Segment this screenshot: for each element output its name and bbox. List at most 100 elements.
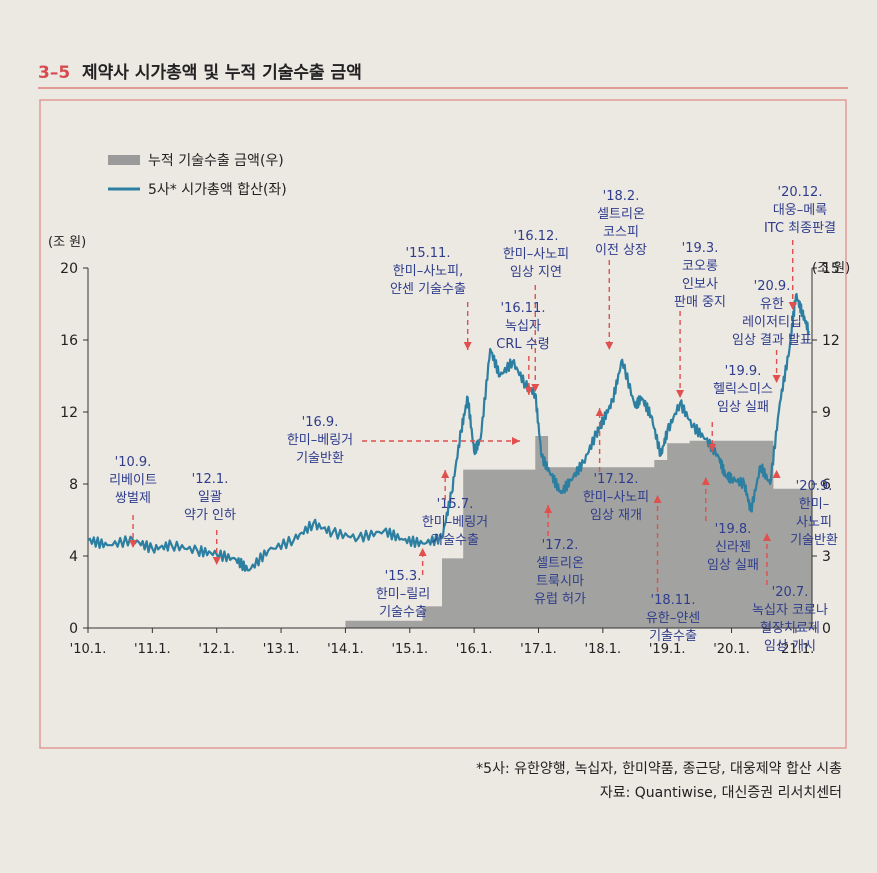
annotation-text: '10.9.: [115, 455, 152, 470]
annotation-arrowhead: [129, 540, 138, 548]
y-left-tick-label: 12: [60, 405, 78, 421]
x-tick-label: '18.1.: [585, 642, 622, 657]
annotation-text: '20.7.: [772, 585, 809, 600]
annotation-text: 대웅–메록: [773, 203, 827, 218]
annotation-text: '20.9.: [796, 479, 833, 494]
y-right-tick-label: 3: [822, 549, 831, 565]
annotation-arrowhead: [463, 342, 472, 350]
x-tick-label: '21.1.: [778, 642, 815, 657]
annotation-text: '16.11.: [501, 301, 546, 316]
export-area-series: [345, 436, 812, 628]
annotation-text: 인보사: [682, 277, 718, 292]
chart-frame: [39, 99, 847, 749]
annotation-text: 임상 개시: [764, 639, 816, 654]
annotation-text: 얀센 기술수출: [390, 282, 466, 297]
x-tick-label: '12.1.: [198, 642, 235, 657]
annotation-text: 약가 인하: [184, 508, 236, 523]
annotation-text: '16.9.: [302, 415, 339, 430]
y-right-tick-label: 12: [822, 333, 840, 349]
x-tick-label: '10.1.: [70, 642, 107, 657]
annotation-text: 한미–: [799, 497, 829, 512]
y-right-unit: (조 원): [812, 261, 850, 276]
annotation-text: '19.3.: [682, 241, 719, 256]
y-left-tick-label: 16: [60, 333, 78, 349]
annotation-text: 기술반환: [296, 451, 344, 466]
annotation-arrowhead: [524, 387, 533, 395]
annotation-text: '19.8.: [715, 522, 752, 537]
annotation-arrowhead: [605, 342, 614, 350]
annotation-text: '12.1.: [192, 472, 229, 487]
annotation-text: 유한–얀센: [646, 611, 700, 626]
annotation-text: 리베이트: [109, 473, 157, 488]
source-note: 자료: Quantiwise, 대신증권 리서치센터: [600, 785, 842, 801]
annotation-text: 한미–릴리: [376, 587, 430, 602]
annotation-text: 기술수출: [649, 629, 697, 644]
annotation-text: 한미–사노피,: [393, 264, 463, 279]
annotation-arrowhead: [708, 444, 717, 452]
annotation-text: 한미–베링거: [422, 515, 488, 530]
annotation-text: 셀트리온: [597, 207, 645, 222]
legend-swatch-exports: [108, 155, 140, 165]
annotation-text: 기술반환: [790, 533, 838, 548]
annotation-arrowhead: [676, 390, 685, 398]
annotation-text: 쌍벌제: [115, 491, 151, 506]
annotation-text: 이전 상장: [595, 243, 647, 258]
annotation-text: 기술수출: [379, 605, 427, 620]
annotation-text: 코오롱: [682, 259, 718, 274]
annotation-text: '15.11.: [406, 246, 451, 261]
annotation-arrowhead: [441, 470, 450, 478]
y-left-tick-label: 8: [69, 477, 78, 493]
annotation-text: 임상 실패: [717, 400, 769, 415]
annotation-text: 한미–베링거: [287, 433, 353, 448]
x-tick-label: '16.1.: [456, 642, 493, 657]
annotation-text: 임상 재개: [590, 508, 642, 523]
legend-label: 누적 기술수출 금액(우): [148, 153, 284, 169]
annotation-arrowhead: [788, 302, 797, 310]
annotation-text: CRL 수령: [496, 337, 549, 352]
figure-title: 제약사 시가총액 및 누적 기술수출 금액: [82, 62, 362, 83]
y-right-tick-label: 15: [822, 261, 840, 277]
annotation-text: 판매 중지: [674, 295, 726, 310]
annotation-text: 신라젠: [715, 540, 751, 555]
annotation-text: '17.12.: [594, 472, 639, 487]
annotation-text: 일괄: [198, 490, 222, 505]
x-tick-label: '15.1.: [391, 642, 428, 657]
legend-label: 5사* 시가총액 합산(좌): [148, 182, 287, 198]
annotation-text: 트룩시마: [536, 574, 584, 589]
annotation-text: 레이저티닙: [742, 315, 802, 330]
figure-number: 3–5: [38, 63, 70, 83]
annotation-text: 유럽 허가: [534, 592, 586, 607]
x-tick-label: '19.1.: [649, 642, 686, 657]
annotation-text: '15.3.: [385, 569, 422, 584]
y-right-tick-label: 0: [822, 621, 831, 637]
annotation-text: '19.9.: [725, 364, 762, 379]
annotation-text: 사노피: [796, 515, 832, 530]
annotation-arrowhead: [772, 470, 781, 478]
annotation-text: 임상 실패: [707, 558, 759, 573]
footnote: *5사: 유한양행, 녹십자, 한미약품, 종근당, 대웅제약 합산 시총: [476, 761, 842, 777]
annotation-text: 기술수출: [431, 533, 479, 548]
annotation-arrowhead: [544, 505, 553, 513]
annotation-arrowhead: [701, 477, 710, 485]
annotation-text: 한미–사노피: [583, 490, 649, 505]
annotation-text: '15.7.: [437, 497, 474, 512]
annotation-text: 녹십자: [505, 319, 541, 334]
annotation-arrowhead: [531, 384, 540, 392]
x-tick-label: '17.1.: [520, 642, 557, 657]
annotation-arrowhead: [653, 495, 662, 503]
x-tick-label: '11.1.: [134, 642, 171, 657]
annotation-arrowhead: [772, 375, 781, 383]
annotation-text: '20.12.: [778, 185, 823, 200]
annotation-text: 셀트리온: [536, 556, 584, 571]
annotation-text: '18.11.: [651, 593, 696, 608]
x-tick-label: '13.1.: [263, 642, 300, 657]
annotation-arrowhead: [418, 548, 427, 556]
y-left-tick-label: 0: [69, 621, 78, 637]
annotation-text: '18.2.: [603, 189, 640, 204]
annotation-arrowhead: [595, 408, 604, 416]
x-tick-label: '14.1.: [327, 642, 364, 657]
y-left-tick-label: 4: [69, 549, 78, 565]
